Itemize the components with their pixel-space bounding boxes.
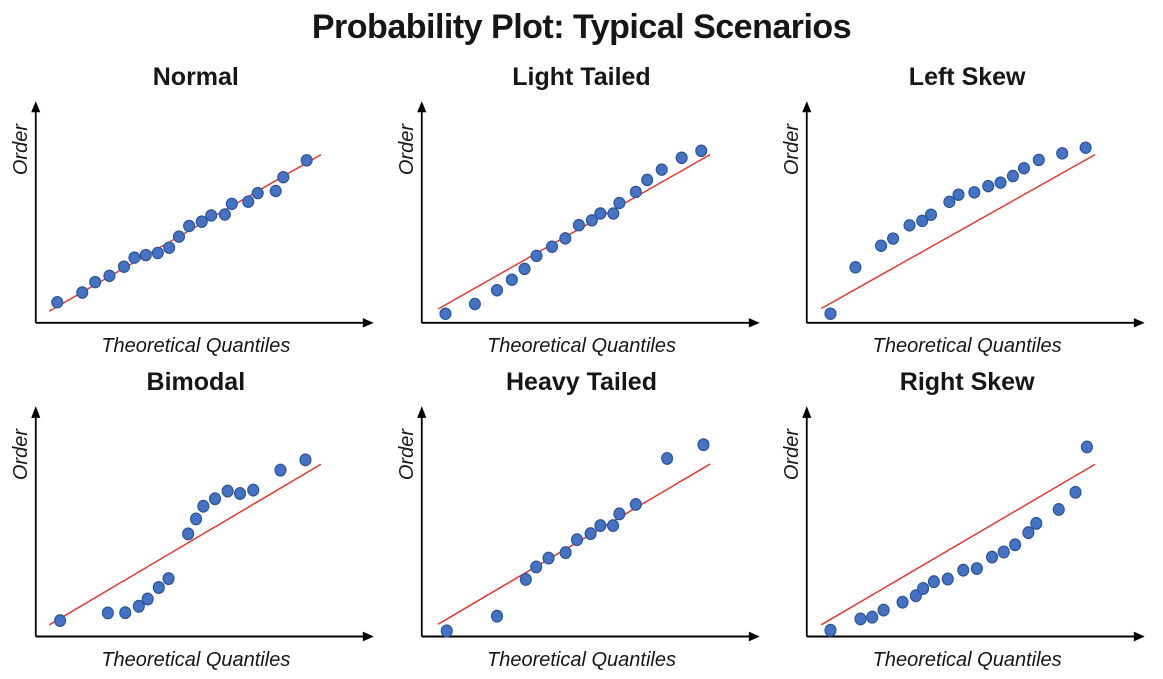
figure-title: Probability Plot: Typical Scenarios — [311, 8, 852, 46]
plot-title: Normal — [152, 63, 239, 91]
x-axis-label: Theoretical Quantiles — [101, 649, 291, 671]
plot-title: Bimodal — [146, 368, 246, 396]
scatter-canvas-heavy-tailed — [416, 406, 760, 642]
x-axis-label: Theoretical Quantiles — [487, 335, 676, 357]
scatter-canvas-light-tailed — [416, 101, 760, 328]
scatter-canvas-bimodal — [31, 406, 374, 642]
subplot-grid: Normal Order Theoretical Quantiles Light… — [0, 60, 1163, 679]
x-axis-label: Theoretical Quantiles — [487, 649, 676, 671]
y-axis-label: Order — [10, 429, 32, 481]
plot-area: Order — [781, 98, 1153, 331]
subplot-normal: Normal Order Theoretical Quantiles — [10, 60, 382, 365]
plot-area: Order — [10, 403, 382, 645]
subplot-light-tailed: Light Tailed Order Theoretical Quantiles — [396, 60, 768, 365]
x-axis-label: Theoretical Quantiles — [872, 649, 1062, 671]
plot-area: Order — [396, 403, 768, 645]
plot-title: Left Skew — [908, 63, 1026, 91]
plot-title: Right Skew — [899, 368, 1035, 396]
plot-area: Order — [396, 98, 768, 331]
plot-area: Order — [781, 403, 1153, 645]
y-axis-label: Order — [781, 124, 804, 176]
subplot-right-skew: Right Skew Order Theoretical Quantiles — [781, 365, 1153, 679]
y-axis-label: Order — [395, 124, 418, 176]
x-axis-label: Theoretical Quantiles — [872, 335, 1062, 357]
subplot-heavy-tailed: Heavy Tailed Order Theoretical Quantiles — [396, 365, 768, 679]
y-axis-label: Order — [781, 429, 804, 481]
subplot-bimodal: Bimodal Order Theoretical Quantiles — [10, 365, 382, 679]
scatter-canvas-left-skew — [802, 101, 1146, 328]
y-axis-label: Order — [10, 124, 32, 176]
y-axis-label: Order — [395, 429, 418, 481]
subplot-left-skew: Left Skew Order Theoretical Quantiles — [781, 60, 1153, 365]
scatter-canvas-normal — [31, 101, 374, 328]
plot-area: Order — [10, 98, 382, 331]
plot-title: Light Tailed — [512, 63, 651, 91]
plot-title: Heavy Tailed — [505, 368, 657, 396]
x-axis-label: Theoretical Quantiles — [101, 335, 291, 357]
scatter-canvas-right-skew — [802, 406, 1146, 642]
